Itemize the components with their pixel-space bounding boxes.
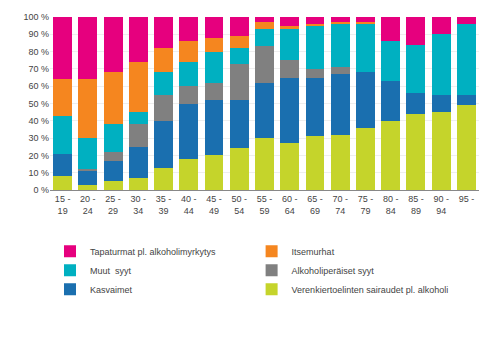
svg-text:Muut syyt: Muut syyt [90,266,132,276]
svg-text:60 %: 60 % [28,81,49,91]
svg-text:40 -44: 40 -44 [181,194,197,216]
svg-text:65 -69: 65 -69 [307,194,323,216]
svg-text:35 -39: 35 -39 [156,194,172,216]
svg-text:Kasvaimet: Kasvaimet [90,285,133,295]
svg-text:90 -94: 90 -94 [433,194,449,216]
svg-text:75 -79: 75 -79 [358,194,374,216]
svg-text:40 %: 40 % [28,116,49,126]
svg-text:85 -89: 85 -89 [408,194,424,216]
svg-text:25 -29: 25 -29 [105,194,121,216]
svg-text:70 -74: 70 -74 [332,194,348,216]
svg-text:90 %: 90 % [28,29,49,39]
svg-text:0 %: 0 % [33,185,49,195]
svg-text:Alkoholiperäiset syyt: Alkoholiperäiset syyt [292,266,375,276]
svg-text:20 %: 20 % [28,151,49,161]
svg-text:Itsemurhat: Itsemurhat [292,247,335,257]
svg-text:80 %: 80 % [28,47,49,57]
svg-text:100 %: 100 % [23,12,49,22]
svg-text:70 %: 70 % [28,64,49,74]
svg-text:10 %: 10 % [28,168,49,178]
svg-text:60 -64: 60 -64 [282,194,298,216]
svg-text:20 -24: 20 -24 [80,194,96,216]
svg-text:Tapaturmat pl. alkoholimyrkyty: Tapaturmat pl. alkoholimyrkytys [90,247,216,257]
svg-text:55 -59: 55 -59 [257,194,273,216]
svg-text:50 %: 50 % [28,99,49,109]
svg-text:30 -34: 30 -34 [131,194,147,216]
svg-text:15 -19: 15 -19 [55,194,71,216]
svg-text:45 -49: 45 -49 [206,194,222,216]
svg-text:50 -54: 50 -54 [232,194,248,216]
svg-text:30 %: 30 % [28,133,49,143]
svg-text:95 -: 95 - [459,194,475,204]
svg-text:Verenkiertoelinten sairaudet p: Verenkiertoelinten sairaudet pl. alkohol… [292,285,449,295]
svg-text:80 -84: 80 -84 [383,194,399,216]
